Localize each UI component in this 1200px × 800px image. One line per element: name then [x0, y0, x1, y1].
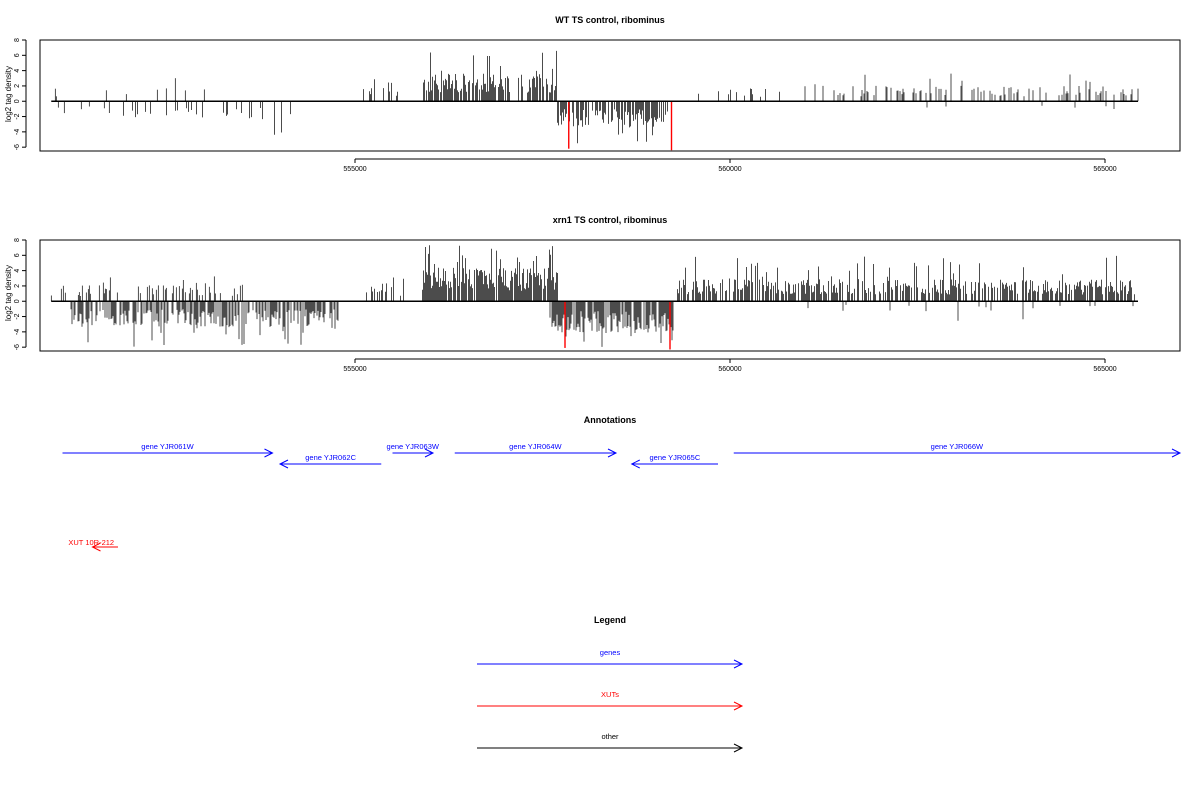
gene-annotation: gene YJR061W	[62, 442, 274, 458]
legend-label: genes	[600, 648, 621, 657]
xut-arrow-head	[91, 542, 101, 552]
wt-track-y-axis: 8 6 4 2 0 -2 -4 -6	[14, 38, 27, 150]
legend-item: genes	[477, 648, 744, 669]
legend-label: XUTs	[601, 690, 619, 699]
gene-label: gene YJR066W	[931, 442, 984, 451]
wt-track-y-tick-label: -6	[14, 144, 21, 150]
legend-item: XUTs	[477, 690, 744, 711]
xrn1-track-y-tick-label: 4	[14, 269, 21, 273]
gene-arrow-head	[424, 448, 435, 458]
legend-title: Legend	[594, 615, 626, 625]
gene-label: gene YJR061W	[141, 442, 194, 451]
gene-label: gene YJR062C	[305, 453, 356, 462]
wt-track-y-tick-label: 0	[14, 99, 21, 103]
wt-track-y-tick-label: 8	[14, 38, 21, 42]
xrn1-track-y-tick-label: -2	[14, 313, 21, 319]
gene-arrow-head	[264, 448, 274, 458]
legend-item: other	[477, 732, 744, 753]
xut-arrows: XUT 10R-212	[68, 538, 118, 552]
xrn1-track-plot: xrn1 TS control, ribominus log2 tag dens…	[4, 215, 1181, 373]
wt-track-y-tick-label: -2	[14, 113, 21, 119]
gene-annotation: gene YJR062C	[278, 453, 382, 469]
xrn1-track-y-axis: 8 6 4 2 0 -2 -4 -6	[14, 238, 27, 350]
gene-arrow-head	[1171, 448, 1182, 458]
xrn1-track-ylabel: log2 tag density	[4, 265, 13, 321]
xrn1-track-x-axis: 555000 560000 565000	[343, 358, 1117, 373]
xrn1-track-y-tick-label: -4	[14, 329, 21, 335]
xut-annotation: XUT 10R-212	[68, 538, 118, 552]
legend-arrow-head	[733, 701, 744, 711]
gene-arrow-head	[607, 448, 618, 458]
wt-track-plot: WT TS control, ribominus log2 tag densit…	[4, 15, 1181, 173]
gene-label: gene YJR064W	[509, 442, 562, 451]
xrn1-track-y-tick-label: 0	[14, 299, 21, 303]
legend-arrow-head	[733, 743, 744, 753]
wt-track-highlights	[568, 101, 673, 151]
annotations-title: Annotations	[584, 415, 637, 425]
xrn1-track-title: xrn1 TS control, ribominus	[553, 215, 668, 225]
xrn1-track-frame	[39, 239, 1181, 352]
xrn1-track-x-tick-label: 560000	[718, 366, 741, 373]
xut-label: XUT 10R-212	[68, 538, 114, 547]
xrn1-track-y-tick-label: 6	[14, 253, 21, 257]
gene-arrow-head	[278, 459, 289, 469]
wt-track-x-tick-label: 560000	[718, 166, 741, 173]
gene-annotation: gene YJR065C	[630, 453, 718, 469]
xrn1-track-y-tick-label: 8	[14, 238, 21, 242]
wt-track-bars	[54, 50, 1139, 144]
wt-track-frame	[39, 39, 1181, 152]
wt-track-y-tick-label: 4	[14, 69, 21, 73]
wt-track-y-tick-label: -4	[14, 129, 21, 135]
gene-label: gene YJR065C	[650, 453, 701, 462]
gene-annotation: gene YJR063W	[387, 442, 440, 458]
legend-items: genes XUTs other	[477, 648, 744, 753]
gene-arrow-head	[630, 459, 640, 469]
gene-label: gene YJR063W	[387, 442, 440, 451]
wt-track-x-tick-label: 555000	[343, 166, 366, 173]
wt-track-y-tick-label: 6	[14, 53, 21, 57]
xrn1-track-x-tick-label: 565000	[1093, 366, 1116, 373]
wt-track-ylabel: log2 tag density	[4, 66, 13, 122]
xrn1-track-y-tick-label: 2	[14, 284, 21, 288]
xrn1-track-y-tick-label: -6	[14, 344, 21, 350]
legend-arrow-head	[733, 659, 744, 669]
xrn1-track-x-tick-label: 555000	[343, 366, 366, 373]
gene-arrows: gene YJR061W gene YJR062C gene YJR063W gene…	[62, 442, 1182, 469]
wt-track-title: WT TS control, ribominus	[555, 15, 665, 25]
legend-panel: Legend genes XUTs other	[477, 615, 744, 753]
gene-annotation: gene YJR064W	[454, 442, 618, 458]
wt-track-y-tick-label: 2	[14, 84, 21, 88]
wt-track-x-axis: 555000 560000 565000	[343, 158, 1117, 173]
gene-annotation: gene YJR066W	[733, 442, 1182, 458]
xrn1-track-highlights	[564, 301, 671, 350]
legend-label: other	[601, 732, 619, 741]
xrn1-track-bars	[50, 245, 1135, 347]
wt-track-x-tick-label: 565000	[1093, 166, 1116, 173]
